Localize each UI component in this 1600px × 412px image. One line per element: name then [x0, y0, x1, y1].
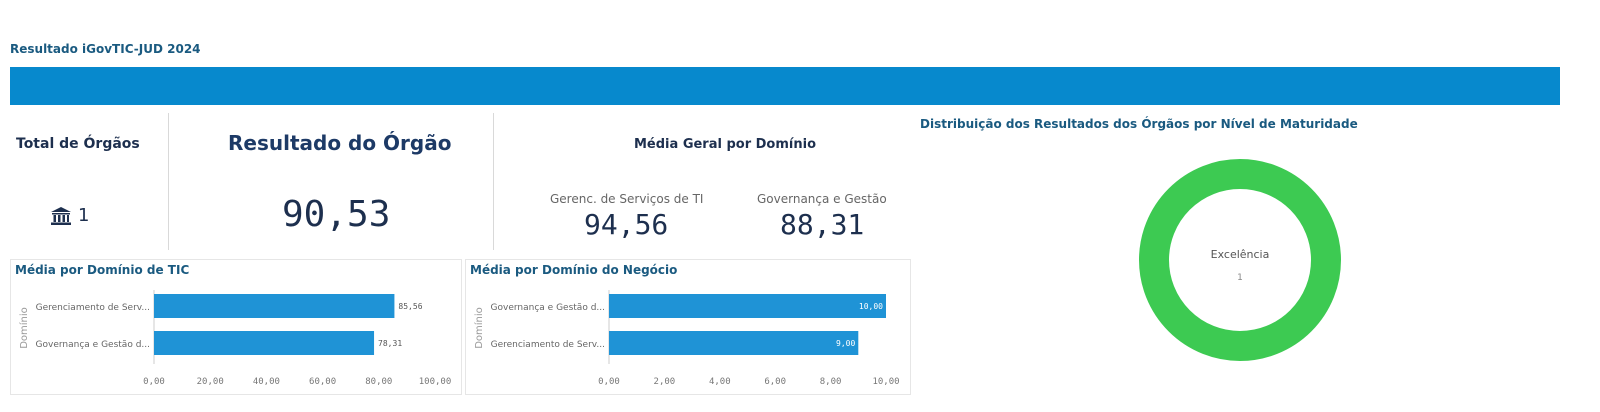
business-domain-bar-chart: Domínio Governança e Gestão d... 10,00 Gere… — [473, 290, 900, 387]
total-orgaos-value: 1 — [78, 205, 90, 226]
x-tick-label: 80,00 — [365, 377, 392, 387]
header-bar — [10, 67, 1560, 105]
chart-title: Média por Domínio do Negócio — [470, 263, 678, 277]
data-label: 85,56 — [398, 302, 422, 311]
media-geral-label: Gerenc. de Serviços de TI — [550, 192, 704, 206]
y-axis-label: Domínio — [473, 307, 485, 349]
tic-domain-chart-panel: Média por Domínio de TIC Domínio Gerencia… — [10, 259, 462, 395]
x-tick-label: 6,00 — [764, 377, 786, 387]
x-tick-label: 4,00 — [709, 377, 731, 387]
total-orgaos-kpi: 1 — [50, 205, 89, 226]
x-tick-label: 10,00 — [872, 377, 899, 387]
x-tick-label: 60,00 — [309, 377, 336, 387]
x-tick-label: 20,00 — [197, 377, 224, 387]
y-axis-label: Domínio — [18, 307, 30, 349]
bar[interactable] — [154, 294, 395, 318]
maturity-donut-chart: Excelência 1 — [1139, 159, 1341, 361]
bar[interactable] — [154, 331, 375, 355]
kpi-divider — [493, 113, 494, 250]
data-label: 78,31 — [378, 339, 402, 348]
bank-building-icon — [51, 206, 71, 225]
business-domain-chart-panel: Média por Domínio do Negócio Domínio Gove… — [465, 259, 911, 395]
maturity-distribution-title: Distribuição dos Resultados dos Órgãos p… — [920, 117, 1358, 131]
category-label: Gerenciamento de Serv... — [491, 340, 605, 350]
tic-domain-bar-chart: Domínio Gerenciamento de Serv... 85,56 Gove… — [18, 290, 452, 387]
x-tick-label: 100,00 — [419, 377, 452, 387]
category-label: Governança e Gestão d... — [491, 303, 605, 313]
resultado-orgao-label: Resultado do Órgão — [228, 131, 452, 155]
media-geral-title: Média Geral por Domínio — [634, 137, 817, 152]
bar[interactable] — [609, 294, 886, 318]
data-label: 10,00 — [859, 302, 883, 311]
media-geral-value: 94,56 — [584, 208, 669, 241]
media-geral-value: 88,31 — [780, 208, 865, 241]
chart-title: Média por Domínio de TIC — [15, 263, 190, 277]
category-label: Governança e Gestão d... — [36, 340, 150, 350]
bar[interactable] — [609, 331, 859, 355]
x-tick-label: 8,00 — [820, 377, 842, 387]
x-tick-label: 0,00 — [598, 377, 620, 387]
slice-label: Excelência — [1211, 248, 1270, 261]
media-geral-label: Governança e Gestão — [757, 192, 887, 206]
x-tick-label: 2,00 — [654, 377, 676, 387]
slice-value: 1 — [1237, 273, 1243, 283]
dashboard-title: Resultado iGovTIC-JUD 2024 — [10, 42, 201, 56]
x-tick-label: 40,00 — [253, 377, 280, 387]
donut-slice[interactable] — [1139, 159, 1341, 361]
resultado-orgao-value: 90,53 — [282, 194, 391, 235]
category-label: Gerenciamento de Serv... — [36, 303, 150, 313]
kpi-divider — [168, 113, 169, 250]
x-tick-label: 0,00 — [143, 377, 165, 387]
data-label: 9,00 — [836, 339, 855, 348]
total-orgaos-label: Total de Órgãos — [16, 136, 140, 152]
